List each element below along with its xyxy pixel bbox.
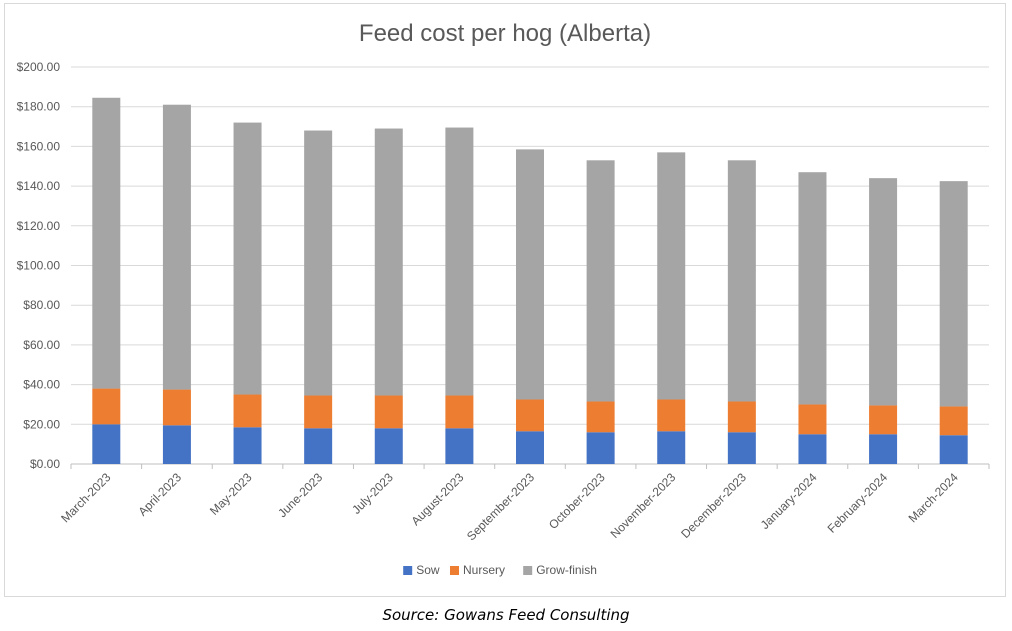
bar-sow-1 bbox=[92, 424, 121, 464]
bar-sow-12 bbox=[869, 434, 898, 464]
y-tick-label: $160.00 bbox=[17, 139, 61, 153]
x-tick-label: March-2023 bbox=[58, 470, 113, 525]
bar-nursery-3 bbox=[233, 394, 262, 428]
chart-title: Feed cost per hog (Alberta) bbox=[359, 20, 651, 47]
bar-sow-11 bbox=[798, 434, 827, 464]
y-tick-label: $200.00 bbox=[17, 60, 61, 74]
bar-grow-finish-10 bbox=[727, 160, 756, 402]
y-tick-label: $180.00 bbox=[17, 100, 61, 114]
x-tick-label: June-2023 bbox=[275, 470, 325, 520]
bar-sow-5 bbox=[374, 428, 403, 464]
bar-grow-finish-1 bbox=[92, 97, 121, 389]
legend-label-sow: Sow bbox=[416, 563, 440, 577]
bar-grow-finish-13 bbox=[939, 181, 968, 407]
bar-sow-10 bbox=[727, 432, 756, 464]
legend-label-nursery: Nursery bbox=[463, 563, 505, 577]
legend-swatch-sow bbox=[403, 566, 413, 575]
x-tick-label: October-2023 bbox=[546, 470, 608, 532]
bar-nursery-8 bbox=[586, 401, 615, 433]
chart-frame: Feed cost per hog (Alberta) $0.00 $20.00 $… bbox=[4, 3, 1006, 597]
bar-nursery-11 bbox=[798, 404, 827, 435]
bar-nursery-6 bbox=[445, 395, 474, 429]
bar-sow-9 bbox=[657, 431, 686, 464]
bar-nursery-2 bbox=[162, 389, 191, 426]
source-note: Source: Gowans Feed Consulting bbox=[382, 606, 630, 624]
x-tick-label: January-2024 bbox=[758, 470, 820, 532]
x-tick-label: November-2023 bbox=[608, 470, 679, 541]
x-tick-label: July-2023 bbox=[349, 470, 396, 517]
bar-sow-3 bbox=[233, 427, 262, 464]
bar-grow-finish-7 bbox=[516, 149, 544, 400]
bar-grow-finish-5 bbox=[374, 128, 403, 396]
y-tick-label: $20.00 bbox=[23, 417, 60, 431]
bar-nursery-5 bbox=[374, 395, 403, 429]
bar-nursery-12 bbox=[869, 405, 898, 435]
bar-sow-13 bbox=[939, 435, 968, 464]
y-axis-tick-labels: $0.00 $20.00 $40.00 $60.00 $80.00 $100.00 $120… bbox=[17, 60, 61, 471]
x-tick-label: May-2023 bbox=[207, 470, 255, 518]
bar-nursery-1 bbox=[92, 388, 121, 425]
y-tick-label: $120.00 bbox=[17, 219, 61, 233]
bar-nursery-4 bbox=[304, 395, 333, 429]
bar-nursery-7 bbox=[516, 399, 544, 432]
bar-grow-finish-2 bbox=[162, 104, 191, 390]
x-tick-label: April-2023 bbox=[135, 470, 184, 519]
bar-grow-finish-11 bbox=[798, 172, 827, 405]
y-tick-label: $60.00 bbox=[23, 338, 60, 352]
bar-sow-2 bbox=[162, 425, 191, 464]
bar-grow-finish-4 bbox=[304, 130, 333, 396]
x-tick-label: September-2023 bbox=[464, 470, 537, 543]
x-axis-tick-labels: March-2023 April-2023 May-2023 June-2023 Jul… bbox=[58, 470, 961, 543]
bar-grow-finish-12 bbox=[869, 178, 898, 406]
x-tick-label: August-2023 bbox=[408, 470, 466, 528]
x-tick-label: February-2024 bbox=[825, 470, 891, 536]
bar-nursery-10 bbox=[727, 401, 756, 433]
legend-swatch-grow-finish bbox=[523, 566, 533, 575]
y-tick-label: $40.00 bbox=[23, 378, 60, 392]
y-tick-label: $100.00 bbox=[17, 259, 61, 273]
bar-grow-finish-3 bbox=[233, 122, 262, 395]
chart-svg: Feed cost per hog (Alberta) $0.00$20.00$… bbox=[17, 20, 990, 577]
bar-grow-finish-9 bbox=[657, 152, 686, 400]
y-tick-label: $80.00 bbox=[23, 298, 60, 312]
bar-sow-6 bbox=[445, 428, 474, 464]
bar-nursery-13 bbox=[939, 406, 968, 436]
y-tick-label: $0.00 bbox=[30, 457, 60, 471]
y-tick-label: $140.00 bbox=[17, 179, 61, 193]
bar-grow-finish-6 bbox=[445, 127, 474, 396]
legend: Sow Nursery Grow-finish bbox=[403, 563, 597, 577]
bar-nursery-9 bbox=[657, 399, 686, 432]
x-tick-label: December-2023 bbox=[678, 470, 749, 541]
bar-sow-7 bbox=[516, 431, 544, 464]
bars bbox=[92, 97, 968, 464]
legend-label-grow-finish: Grow-finish bbox=[536, 563, 597, 577]
bar-sow-4 bbox=[304, 428, 333, 464]
x-tick-label: March-2024 bbox=[906, 470, 961, 525]
bar-sow-8 bbox=[586, 432, 615, 464]
bar-grow-finish-8 bbox=[586, 160, 615, 402]
legend-swatch-nursery bbox=[450, 566, 459, 575]
